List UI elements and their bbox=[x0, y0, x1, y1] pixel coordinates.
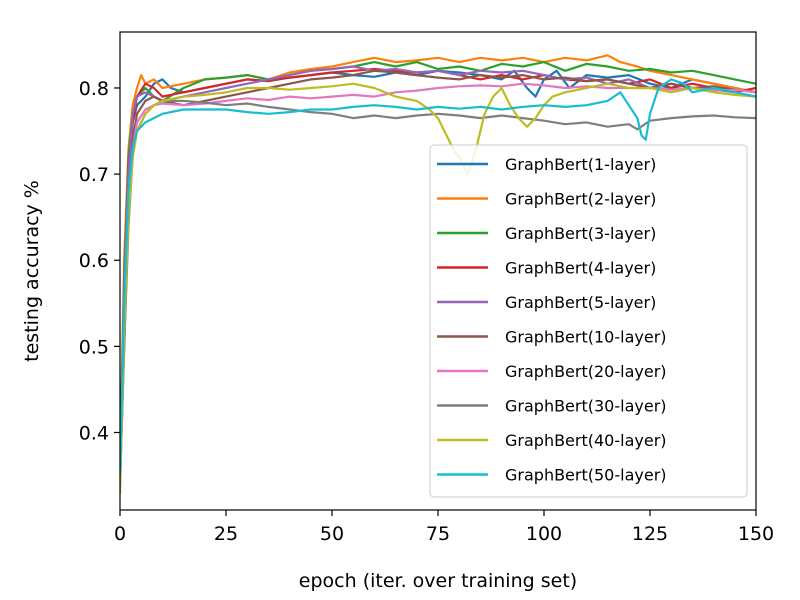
series-line-2 bbox=[120, 54, 756, 468]
series-line-5 bbox=[120, 65, 756, 486]
legend-entry-label: GraphBert(50-layer) bbox=[505, 466, 667, 485]
x-tick-label: 150 bbox=[738, 523, 774, 545]
x-tick-label: 0 bbox=[114, 523, 126, 545]
legend-entry-label: GraphBert(40-layer) bbox=[505, 431, 667, 450]
legend-entry-label: GraphBert(20-layer) bbox=[505, 362, 667, 381]
legend-box bbox=[429, 144, 748, 498]
y-axis-title: testing accuracy % bbox=[21, 180, 43, 362]
y-tick-label: 0.7 bbox=[79, 164, 109, 186]
legend-entry-label: GraphBert(1-layer) bbox=[505, 155, 656, 174]
legend: GraphBert(1-layer) GraphBert(2-layer) Grap… bbox=[429, 144, 748, 498]
x-axis-title: epoch (iter. over training set) bbox=[299, 570, 577, 592]
y-tick-label: 0.4 bbox=[79, 422, 109, 444]
x-axis: 0 25 50 75 100 125 150 bbox=[114, 510, 774, 545]
x-tick-label: 125 bbox=[632, 523, 668, 545]
y-tick-label: 0.5 bbox=[79, 336, 109, 358]
x-tick-label: 75 bbox=[426, 523, 450, 545]
x-tick-label: 100 bbox=[526, 523, 562, 545]
legend-entry-label: GraphBert(3-layer) bbox=[505, 224, 656, 243]
series-line-10 bbox=[120, 78, 756, 477]
legend-entry-label: GraphBert(10-layer) bbox=[505, 328, 667, 347]
y-tick-label: 0.6 bbox=[79, 250, 109, 272]
series-line-6 bbox=[120, 69, 756, 486]
legend-entry-label: GraphBert(5-layer) bbox=[505, 293, 656, 312]
y-axis: 0.4 0.5 0.6 0.7 0.8 bbox=[79, 78, 120, 444]
y-tick-label: 0.8 bbox=[79, 78, 109, 100]
x-tick-label: 25 bbox=[214, 523, 238, 545]
plot-lines bbox=[120, 54, 756, 494]
series-line-9 bbox=[120, 82, 756, 494]
legend-entry-label: GraphBert(4-layer) bbox=[505, 259, 656, 278]
x-tick-label: 50 bbox=[320, 523, 344, 545]
legend-entry-label: GraphBert(30-layer) bbox=[505, 397, 667, 416]
legend-entry-label: GraphBert(2-layer) bbox=[505, 190, 656, 209]
